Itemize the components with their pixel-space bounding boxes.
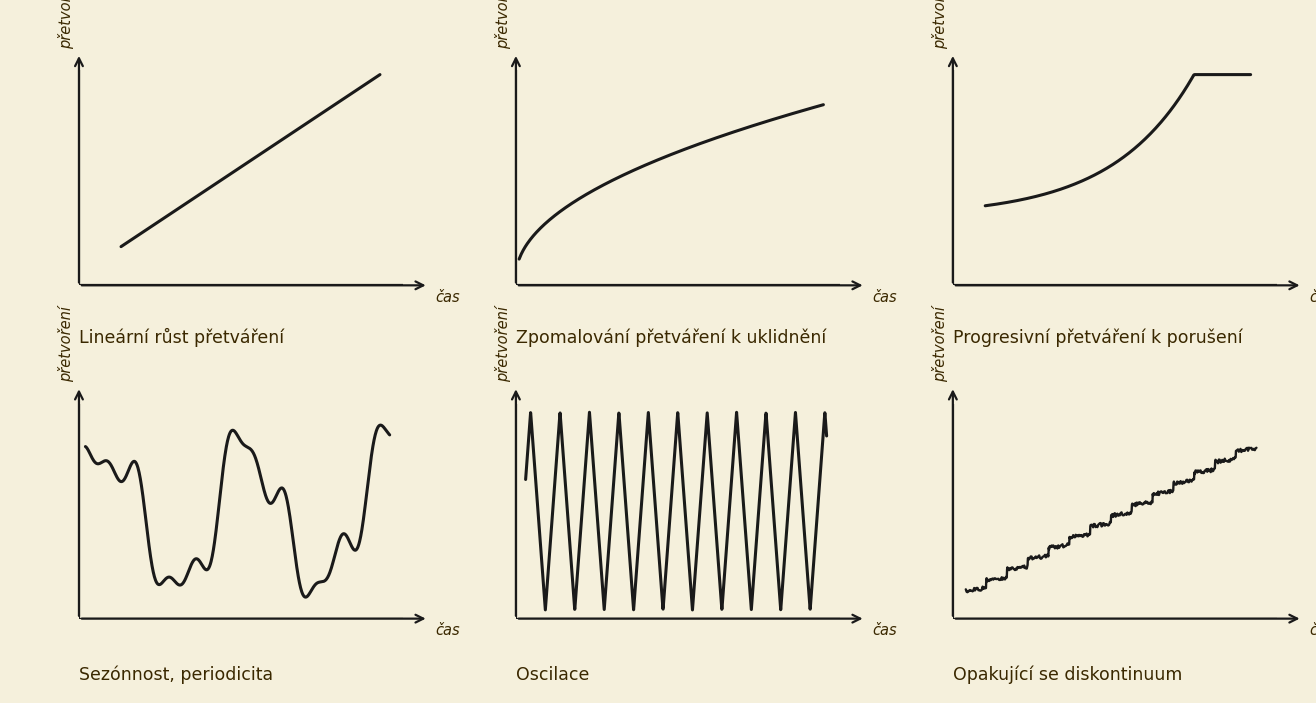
- Text: Oscilace: Oscilace: [516, 666, 590, 684]
- Text: Lineární růst přetváření: Lineární růst přetváření: [79, 328, 284, 347]
- Text: přetvoření: přetvoření: [932, 0, 948, 49]
- Text: přetvoření: přetvoření: [495, 0, 511, 49]
- Text: přetvoření: přetvoření: [932, 306, 948, 382]
- Text: čas: čas: [436, 623, 459, 638]
- Text: čas: čas: [1309, 623, 1316, 638]
- Text: Zpomalování přetváření k uklidnění: Zpomalování přetváření k uklidnění: [516, 328, 826, 347]
- Text: Opakující se diskontinuum: Opakující se diskontinuum: [953, 666, 1182, 685]
- Text: Sezónnost, periodicita: Sezónnost, periodicita: [79, 666, 274, 685]
- Text: přetvoření: přetvoření: [58, 306, 74, 382]
- Text: čas: čas: [436, 290, 459, 304]
- Text: čas: čas: [873, 623, 896, 638]
- Text: přetvoření: přetvoření: [495, 306, 511, 382]
- Text: přetvoření: přetvoření: [58, 0, 74, 49]
- Text: čas: čas: [1309, 290, 1316, 304]
- Text: čas: čas: [873, 290, 896, 304]
- Text: Progresivní přetváření k porušení: Progresivní přetváření k porušení: [953, 328, 1242, 347]
